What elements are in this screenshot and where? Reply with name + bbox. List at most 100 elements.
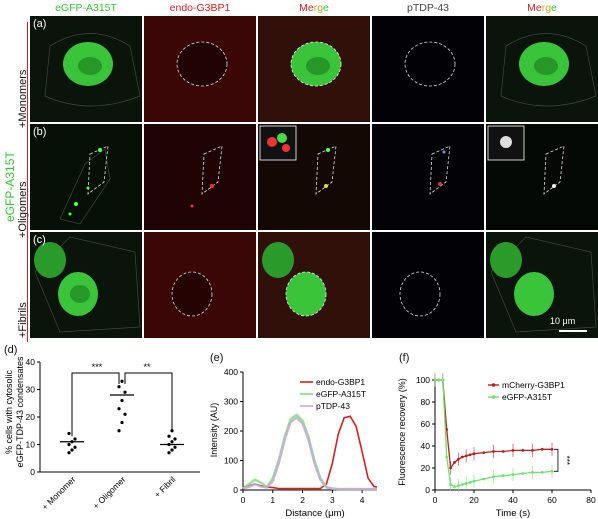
f-ylabel: Fluorescence recovery (%) bbox=[397, 378, 407, 486]
f-data-point bbox=[472, 479, 476, 483]
d-data-point bbox=[123, 390, 127, 394]
f-xtick-label: 60 bbox=[547, 495, 557, 505]
f-xlabel: Time (s) bbox=[496, 508, 530, 519]
f-data-point bbox=[460, 455, 464, 459]
d-data-point bbox=[173, 445, 177, 449]
chart-d: % cells with cytosolic eGFP-TDP-43 conde… bbox=[4, 356, 200, 512]
d-data-point bbox=[123, 412, 127, 416]
f-data-point bbox=[457, 484, 460, 487]
f-data-point bbox=[550, 447, 554, 451]
f-data-point bbox=[464, 482, 468, 485]
scale-bar-label: 10 μm bbox=[550, 316, 576, 326]
f-data-point bbox=[453, 485, 456, 489]
d-data-point bbox=[73, 437, 77, 441]
f-xtick-label: 40 bbox=[508, 495, 518, 505]
f-data-point bbox=[445, 428, 449, 431]
panel-letter-d: (d) bbox=[4, 344, 18, 356]
f-data-point bbox=[511, 449, 515, 452]
d-data-point bbox=[117, 385, 121, 389]
d-data-point bbox=[167, 434, 171, 438]
d-data-point bbox=[120, 398, 124, 403]
header-egfp: eGFP-A315T bbox=[55, 2, 117, 14]
f-data-point bbox=[531, 471, 534, 474]
f-data-point bbox=[464, 454, 468, 458]
d-ytick-label: 40 bbox=[26, 357, 36, 367]
scale-bar-line bbox=[559, 330, 587, 332]
d-data-point bbox=[67, 442, 71, 447]
d-ytick-label: 20 bbox=[26, 412, 36, 422]
e-series-line bbox=[242, 413, 377, 491]
d-data-point bbox=[70, 448, 74, 452]
f-data-point bbox=[550, 469, 554, 473]
d-data-point bbox=[170, 440, 174, 444]
f-data-point bbox=[437, 378, 441, 382]
tile-c-ptdp43 bbox=[372, 232, 484, 338]
f-ytick-label: 20 bbox=[421, 463, 431, 473]
f-data-point bbox=[521, 472, 525, 475]
e-series-line bbox=[242, 415, 378, 490]
e-xtick-label: 0 bbox=[241, 495, 246, 505]
d-bracket-2 bbox=[124, 372, 173, 431]
e-xtick-label: 1 bbox=[270, 495, 275, 505]
f-ytick-label: 0 bbox=[425, 485, 430, 495]
f-data-point bbox=[449, 483, 452, 486]
f-ytick-label: 80 bbox=[421, 397, 431, 407]
tile-a-egfp bbox=[30, 16, 142, 122]
e-legend-label: eGFP-A315T bbox=[316, 389, 366, 399]
f-data-point bbox=[460, 483, 464, 486]
tile-b-egfp bbox=[30, 124, 142, 230]
f-data-point bbox=[445, 455, 449, 459]
tile-a-merge bbox=[258, 16, 370, 122]
e-xtick-label: 4 bbox=[360, 495, 365, 505]
tile-b-merge2 bbox=[486, 124, 598, 230]
f-data-point bbox=[453, 461, 456, 464]
f-data-point bbox=[540, 447, 544, 451]
header-merge-2: Merge bbox=[527, 2, 557, 14]
f-legend-label: eGFP-A315T bbox=[502, 392, 552, 402]
tile-b-g3bp1 bbox=[144, 124, 256, 230]
f-legend-marker bbox=[491, 383, 496, 387]
tile-c-merge bbox=[258, 232, 370, 338]
d-data-point bbox=[117, 407, 121, 411]
d-ylabel-2: eGFP-TDP-43 condensates bbox=[15, 356, 25, 468]
f-data-point bbox=[472, 452, 476, 456]
panel-letter-e: (e) bbox=[210, 352, 224, 364]
f-legend-label: mCherry-G3BP1 bbox=[502, 380, 565, 390]
d-ytick-label: 30 bbox=[26, 385, 36, 395]
f-data-point bbox=[482, 477, 486, 481]
d-ytick-label: 10 bbox=[26, 440, 36, 450]
d-data-point bbox=[117, 429, 121, 433]
e-ytick-label: 0 bbox=[233, 485, 238, 495]
tile-c-merge2: 10 μm bbox=[486, 232, 598, 338]
d-data-point bbox=[73, 445, 77, 449]
d-data-point bbox=[67, 431, 71, 436]
f-data-point bbox=[531, 449, 534, 452]
f-legend-marker bbox=[491, 395, 496, 399]
f-data-point bbox=[511, 473, 515, 476]
panel-letter-b: (b) bbox=[33, 126, 47, 138]
tile-a-g3bp1 bbox=[144, 16, 256, 122]
d-data-point bbox=[173, 437, 177, 441]
d-data-point bbox=[120, 379, 124, 383]
side-label-egfp: eGFP-A315T bbox=[3, 151, 17, 222]
d-category-label: + Fibril bbox=[152, 474, 177, 499]
e-xtick-label: 2 bbox=[300, 495, 305, 505]
side-divider bbox=[27, 22, 28, 342]
e-legend-label: pTDP-43 bbox=[316, 401, 350, 411]
e-ytick-label: 100 bbox=[224, 456, 238, 466]
e-legend-label: endo-G3BP1 bbox=[316, 377, 365, 387]
f-data-point bbox=[468, 453, 472, 457]
f-xtick-label: 80 bbox=[586, 495, 596, 505]
d-data-point bbox=[120, 420, 124, 425]
chart-f: Fluorescence recovery (%) Time (s) 0 20 40… bbox=[397, 373, 596, 519]
f-xtick-label: 20 bbox=[469, 495, 479, 505]
e-series-line bbox=[242, 416, 377, 491]
panel-letter-a: (a) bbox=[33, 18, 47, 30]
header-g3bp1: endo-G3BP1 bbox=[169, 2, 231, 14]
f-ytick-label: 40 bbox=[421, 441, 431, 451]
f-data-point bbox=[457, 457, 460, 461]
f-data-point bbox=[492, 475, 495, 479]
e-ytick-label: 200 bbox=[224, 426, 238, 436]
f-ytick-label: 100 bbox=[416, 375, 430, 385]
header-merge-1: Merge bbox=[299, 2, 329, 14]
